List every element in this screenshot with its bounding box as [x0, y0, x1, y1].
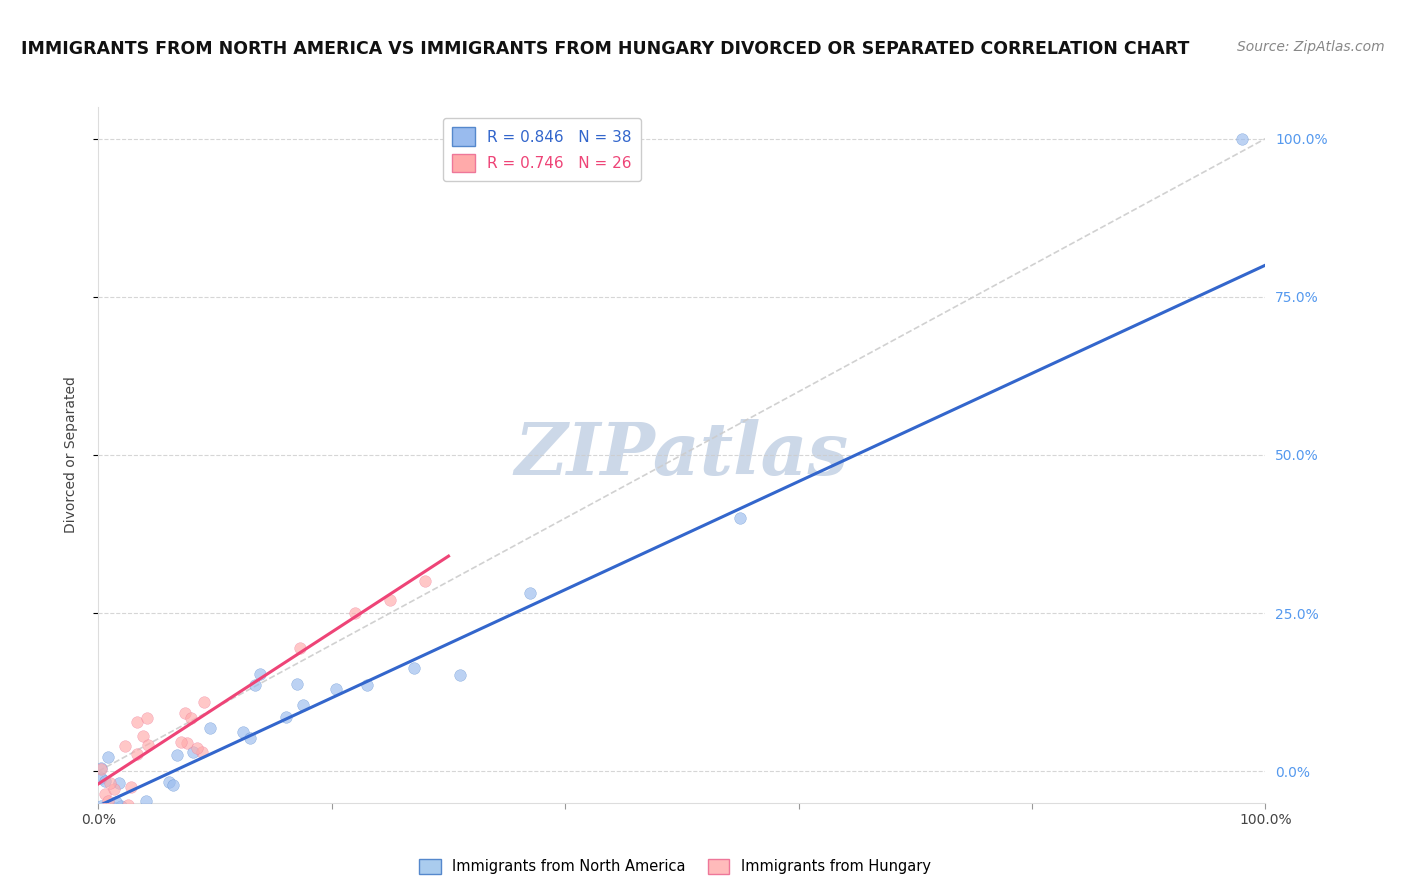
- Point: [90, 771, 112, 785]
- Point: [103, 781, 125, 796]
- Point: [186, 740, 208, 755]
- Point: [170, 735, 193, 749]
- Point: [1230, 131, 1253, 145]
- Point: [191, 745, 214, 759]
- Point: [90, 763, 112, 777]
- Point: [291, 698, 314, 713]
- Legend: Immigrants from North America, Immigrants from Hungary: Immigrants from North America, Immigrant…: [413, 853, 936, 880]
- Point: [125, 714, 148, 729]
- Point: [121, 827, 143, 841]
- Text: IMMIGRANTS FROM NORTH AMERICA VS IMMIGRANTS FROM HUNGARY DIVORCED OR SEPARATED C: IMMIGRANTS FROM NORTH AMERICA VS IMMIGRA…: [21, 40, 1189, 58]
- Point: [125, 827, 148, 841]
- Point: [97, 749, 120, 764]
- Point: [94, 788, 117, 802]
- Point: [356, 678, 378, 692]
- Point: [104, 801, 127, 815]
- Point: [117, 798, 139, 813]
- Point: [193, 695, 215, 709]
- Point: [90, 761, 112, 775]
- Point: [162, 778, 184, 792]
- Point: [111, 814, 134, 829]
- Point: [90, 799, 112, 814]
- Point: [232, 725, 254, 739]
- Point: [114, 827, 136, 841]
- Point: [730, 511, 752, 525]
- Point: [110, 799, 132, 814]
- Point: [135, 794, 157, 808]
- Point: [107, 776, 129, 790]
- Point: [125, 747, 148, 762]
- Text: ZIPatlas: ZIPatlas: [515, 419, 849, 491]
- Point: [166, 748, 188, 763]
- Point: [183, 745, 205, 759]
- Point: [288, 640, 311, 655]
- Point: [114, 739, 136, 753]
- Point: [96, 794, 118, 808]
- Point: [449, 667, 471, 681]
- Y-axis label: Divorced or Separated: Divorced or Separated: [63, 376, 77, 533]
- Point: [413, 574, 436, 588]
- Point: [100, 775, 122, 789]
- Point: [157, 774, 180, 789]
- Point: [274, 709, 297, 723]
- Point: [120, 780, 142, 795]
- Point: [104, 796, 127, 810]
- Point: [101, 822, 124, 837]
- Point: [132, 729, 155, 743]
- Text: Source: ZipAtlas.com: Source: ZipAtlas.com: [1237, 40, 1385, 54]
- Point: [325, 681, 347, 696]
- Point: [96, 827, 118, 841]
- Point: [90, 817, 112, 831]
- Point: [285, 677, 308, 691]
- Point: [90, 805, 112, 820]
- Point: [180, 711, 202, 725]
- Point: [94, 774, 117, 789]
- Point: [249, 667, 271, 681]
- Point: [174, 804, 197, 818]
- Point: [135, 711, 157, 725]
- Legend: R = 0.846   N = 38, R = 0.746   N = 26: R = 0.846 N = 38, R = 0.746 N = 26: [443, 118, 641, 181]
- Point: [380, 593, 402, 607]
- Point: [239, 731, 262, 745]
- Point: [176, 736, 198, 750]
- Point: [198, 721, 221, 735]
- Point: [519, 586, 541, 600]
- Point: [402, 661, 425, 675]
- Point: [107, 808, 129, 822]
- Point: [131, 815, 153, 830]
- Point: [243, 678, 266, 692]
- Point: [138, 739, 160, 753]
- Point: [344, 606, 367, 620]
- Point: [174, 706, 197, 720]
